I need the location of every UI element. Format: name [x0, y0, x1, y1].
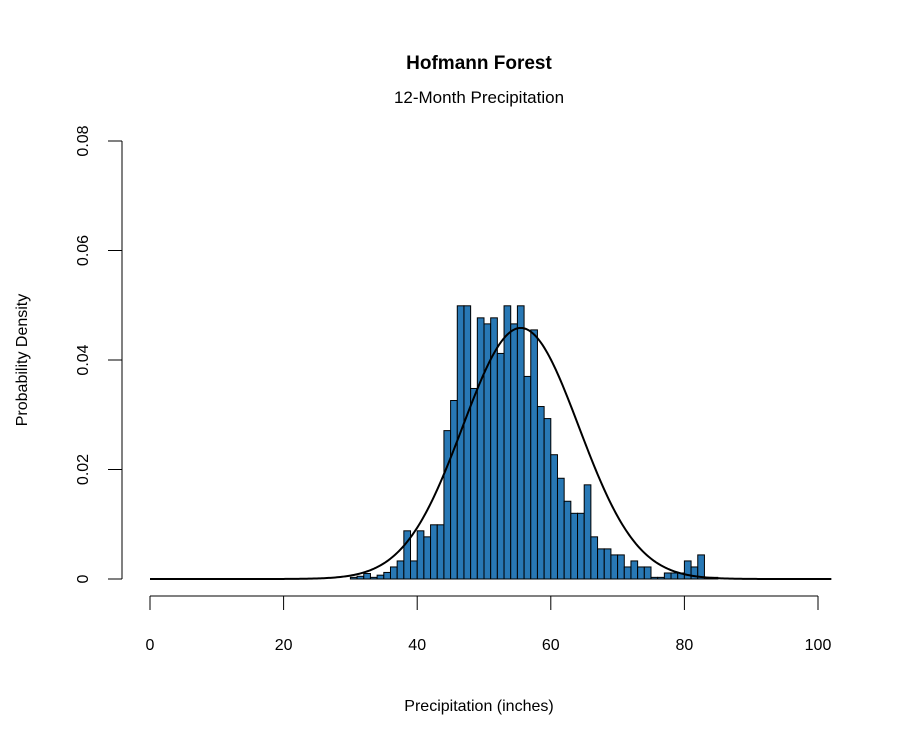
density-curve	[150, 326, 832, 580]
x-tick-label: 0	[146, 637, 155, 654]
x-tick-label: 60	[542, 637, 560, 654]
histogram-bar	[663, 572, 672, 580]
histogram-bar	[543, 418, 552, 580]
histogram-bar	[657, 576, 665, 580]
x-tick-label: 40	[408, 637, 426, 654]
histogram-bar	[450, 400, 458, 580]
x-tick-label: 80	[676, 637, 694, 654]
chart-title: Hofmann Forest	[406, 53, 552, 74]
x-tick-label: 20	[275, 637, 293, 654]
histogram-bar	[637, 566, 645, 580]
histogram-bars	[349, 305, 719, 580]
y-tick-label: 0.08	[75, 125, 92, 156]
histogram-bar	[530, 329, 538, 580]
histogram-bar	[389, 566, 398, 580]
histogram-bar	[603, 548, 612, 580]
y-tick-label: 0.02	[75, 454, 92, 485]
histogram-bar	[430, 524, 438, 580]
histogram-bar	[570, 512, 579, 580]
histogram-bar	[369, 576, 378, 580]
histogram-bar	[410, 560, 418, 580]
histogram-bar	[563, 500, 572, 580]
histogram-bar	[423, 536, 432, 580]
histogram-bar	[376, 574, 385, 580]
histogram-bar	[510, 323, 518, 580]
y-axis: 0 0.02 0.04 0.06 0.08	[75, 125, 123, 583]
histogram-bar	[590, 536, 599, 580]
histogram-bar	[403, 530, 412, 580]
histogram-bar	[476, 317, 485, 580]
histogram-bar	[583, 484, 592, 580]
histogram-bar	[503, 305, 512, 580]
histogram-bar	[396, 560, 405, 580]
histogram-bar	[349, 576, 358, 580]
histogram-bar	[670, 572, 679, 580]
histogram-bar	[610, 554, 619, 580]
histogram-bar	[356, 575, 365, 580]
y-tick-label: 0	[75, 574, 92, 583]
y-tick-label: 0.06	[75, 235, 92, 266]
chart-subtitle: 12-Month Precipitation	[394, 88, 564, 107]
histogram-bar	[496, 352, 505, 580]
histogram-bar	[643, 566, 652, 580]
histogram-bar	[443, 430, 452, 580]
histogram-bar	[550, 454, 558, 580]
x-axis-label: Precipitation (inches)	[404, 698, 553, 715]
histogram-bar	[470, 387, 478, 580]
histogram-bar	[363, 573, 371, 580]
histogram-bar	[597, 548, 605, 580]
x-tick-label: 100	[805, 637, 832, 654]
histogram-bar	[630, 560, 639, 580]
histogram-bar	[623, 566, 632, 580]
x-axis: 0 20 40 60 80 100	[146, 595, 832, 654]
histogram-bar	[436, 524, 445, 580]
histogram-bar	[516, 305, 525, 580]
y-tick-label: 0.04	[75, 344, 92, 375]
histogram-bar	[383, 571, 391, 580]
histogram-bar	[697, 554, 705, 580]
histogram-bar	[463, 305, 472, 580]
histogram-bar	[577, 512, 585, 580]
y-axis-label: Probability Density	[14, 294, 31, 427]
histogram-bar	[523, 375, 532, 580]
histogram-bar	[456, 305, 465, 580]
histogram-bar	[556, 477, 565, 580]
histogram-bar	[650, 576, 659, 580]
histogram-bar	[416, 530, 425, 580]
histogram-bar	[536, 406, 545, 580]
histogram-bar	[617, 554, 625, 580]
